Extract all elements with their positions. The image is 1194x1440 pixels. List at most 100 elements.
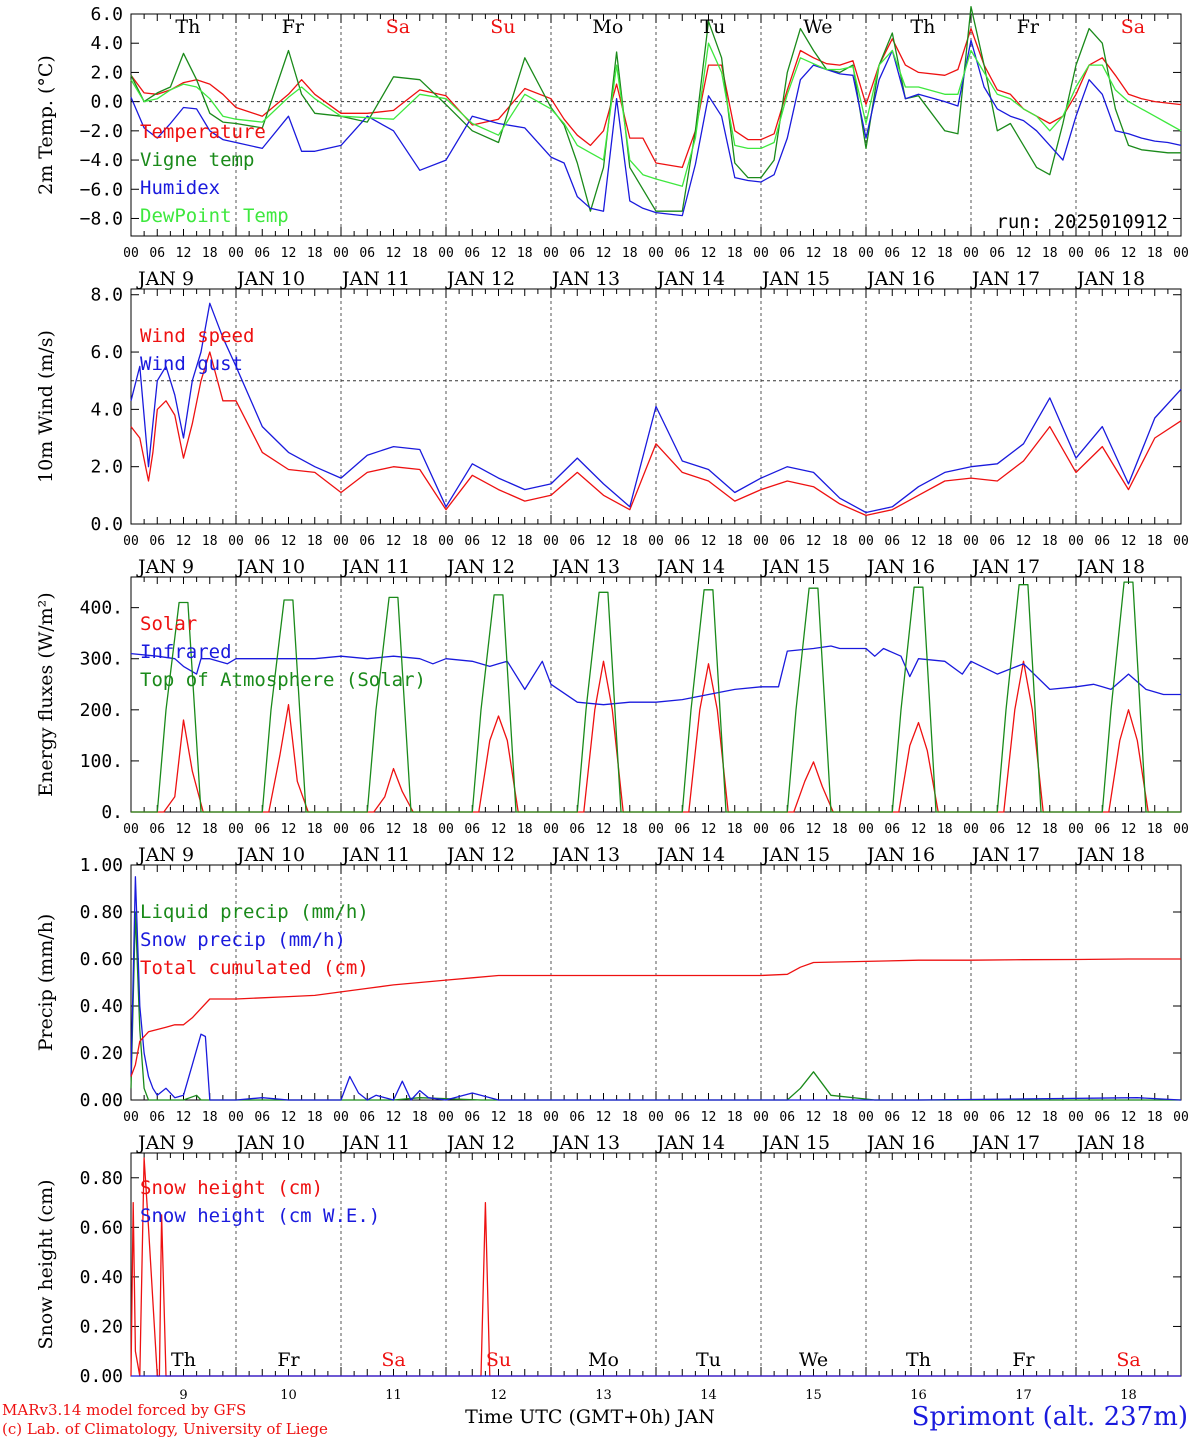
day-of-week-label: Sa — [381, 1349, 405, 1371]
day-of-week-label: Th — [906, 1349, 931, 1371]
x-day-number: 17 — [1015, 1388, 1032, 1403]
x-hour-label: 12 — [1121, 822, 1137, 837]
x-hour-label: 12 — [281, 1110, 297, 1125]
x-hour-label: 18 — [622, 246, 638, 261]
x-hour-label: 06 — [149, 246, 165, 261]
x-hour-label: 18 — [412, 1110, 428, 1125]
y-tick-label: 2.0 — [90, 457, 123, 478]
x-hour-label: 00 — [963, 534, 979, 549]
x-hour-label: 12 — [911, 822, 927, 837]
x-hour-label: 18 — [832, 822, 848, 837]
x-hour-label: 00 — [858, 1110, 874, 1125]
x-hour-label: 18 — [832, 1110, 848, 1125]
day-of-week-label: Sa — [386, 16, 410, 38]
x-hour-label: 12 — [596, 822, 612, 837]
x-hour-label: 00 — [123, 534, 139, 549]
x-hour-label: 00 — [1173, 246, 1189, 261]
day-of-week-label: Sa — [1116, 1349, 1140, 1371]
x-hour-label: 12 — [806, 534, 822, 549]
x-date-label: JAN 18 — [1075, 556, 1145, 578]
x-hour-label: 18 — [307, 822, 323, 837]
x-hour-label: 00 — [333, 246, 349, 261]
x-hour-label: 18 — [622, 534, 638, 549]
day-of-week-label: Mo — [592, 16, 623, 38]
x-hour-label: 06 — [989, 822, 1005, 837]
y-tick-label: 0.40 — [80, 1267, 123, 1288]
series-line — [130, 351, 1182, 517]
x-hour-label: 06 — [149, 1110, 165, 1125]
x-date-label: JAN 17 — [970, 844, 1040, 866]
y-tick-label: 0.60 — [80, 1217, 123, 1238]
y-tick-label: −8.0 — [80, 208, 123, 229]
x-date-label: JAN 13 — [550, 1132, 620, 1154]
x-hour-label: 06 — [779, 1110, 795, 1125]
x-hour-label: 00 — [333, 534, 349, 549]
y-tick-label: 100. — [80, 751, 123, 772]
x-date-label: JAN 10 — [235, 1132, 305, 1154]
x-hour-label: 00 — [1068, 534, 1084, 549]
day-of-week-label: Tu — [700, 16, 725, 38]
x-hour-label: 00 — [963, 822, 979, 837]
y-tick-label: −4.0 — [80, 150, 123, 171]
x-hour-label: 06 — [884, 534, 900, 549]
x-date-label: JAN 9 — [136, 556, 194, 578]
x-hour-label: 00 — [123, 822, 139, 837]
y-tick-label: −6.0 — [80, 179, 123, 200]
x-date-label: JAN 14 — [655, 1132, 725, 1154]
y-tick-label: 0.00 — [80, 1090, 123, 1111]
y-tick-label: 0.20 — [80, 1316, 123, 1337]
legend-entry: Infrared — [140, 641, 232, 663]
day-of-week-label: Fr — [1012, 1349, 1035, 1371]
x-hour-label: 00 — [858, 246, 874, 261]
x-hour-label: 00 — [228, 1110, 244, 1125]
y-tick-label: 4.0 — [90, 399, 123, 420]
x-hour-label: 12 — [491, 534, 507, 549]
station-name: Sprimont (alt. 237m) — [911, 1402, 1188, 1432]
x-hour-label: 18 — [412, 246, 428, 261]
x-hour-label: 06 — [779, 246, 795, 261]
x-day-number: 15 — [805, 1388, 822, 1403]
x-hour-label: 00 — [333, 1110, 349, 1125]
x-hour-label: 18 — [1042, 534, 1058, 549]
legend-entry: Snow height (cm W.E.) — [140, 1205, 380, 1227]
y-tick-label: 0.60 — [80, 949, 123, 970]
x-date-label: JAN 11 — [340, 556, 410, 578]
x-date-label: JAN 17 — [970, 268, 1040, 290]
series-line — [130, 302, 1182, 514]
x-hour-label: 00 — [963, 246, 979, 261]
y-tick-label: 0. — [101, 802, 123, 823]
x-hour-label: 00 — [333, 822, 349, 837]
x-hour-label: 12 — [281, 246, 297, 261]
legend-entry: Snow height (cm) — [140, 1177, 323, 1199]
x-hour-label: 12 — [701, 1110, 717, 1125]
x-hour-label: 12 — [281, 822, 297, 837]
x-hour-label: 00 — [123, 246, 139, 261]
x-hour-label: 18 — [307, 534, 323, 549]
x-hour-label: 06 — [674, 822, 690, 837]
series-line — [130, 39, 1182, 217]
x-hour-label: 06 — [464, 534, 480, 549]
legend-entry: Vigne temp — [140, 149, 254, 171]
day-of-week-label: Fr — [282, 16, 305, 38]
x-date-label: JAN 16 — [865, 556, 935, 578]
x-hour-label: 18 — [622, 822, 638, 837]
legend-entry: Top of Atmosphere (Solar) — [140, 669, 426, 691]
x-hour-label: 00 — [858, 822, 874, 837]
x-hour-label: 06 — [464, 246, 480, 261]
x-hour-label: 12 — [911, 534, 927, 549]
x-hour-label: 18 — [727, 822, 743, 837]
x-hour-label: 18 — [727, 246, 743, 261]
x-hour-label: 00 — [438, 1110, 454, 1125]
x-hour-label: 06 — [254, 246, 270, 261]
x-hour-label: 00 — [1068, 1110, 1084, 1125]
day-of-week-label: We — [799, 1349, 828, 1371]
x-hour-label: 18 — [1042, 246, 1058, 261]
lab-credit: (c) Lab. of Climatology, University of L… — [2, 1420, 328, 1438]
x-hour-label: 06 — [884, 246, 900, 261]
x-hour-label: 12 — [806, 822, 822, 837]
x-date-label: JAN 11 — [340, 1132, 410, 1154]
x-hour-label: 12 — [701, 534, 717, 549]
series-line — [130, 911, 1181, 1101]
x-date-label: JAN 15 — [760, 556, 830, 578]
y-tick-label: 0.40 — [80, 996, 123, 1017]
